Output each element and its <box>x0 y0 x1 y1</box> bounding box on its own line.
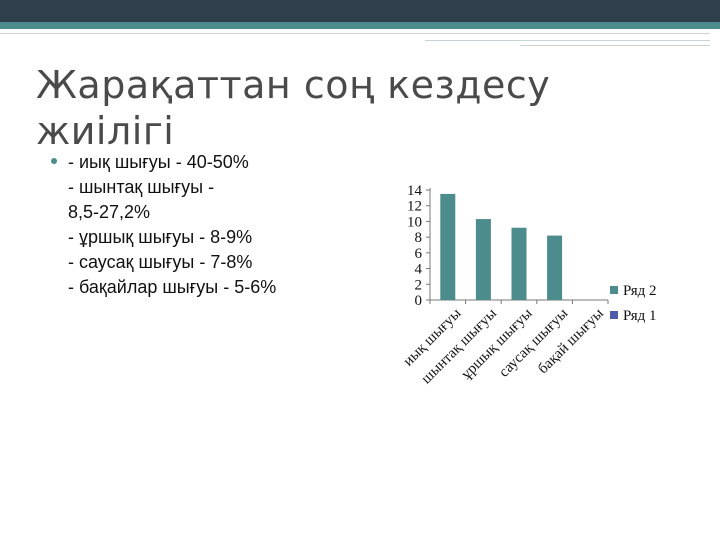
y-tick-label: 8 <box>415 230 423 246</box>
bullet-text: - иық шығуы - 40-50% - шынтақ шығуы - 8,… <box>68 152 277 297</box>
bullet-dot-icon <box>51 158 57 164</box>
legend-swatch <box>610 286 618 294</box>
bar-series-2 <box>440 193 456 300</box>
y-tick-label: 4 <box>415 262 423 278</box>
y-tick-label: 6 <box>415 246 423 262</box>
bullet-list: - иық шығуы - 40-50% - шынтақ шығуы - 8,… <box>51 150 355 300</box>
slide-title: Жарақаттан соң кездесу жиілігі <box>36 63 551 153</box>
y-tick-label: 2 <box>415 277 423 293</box>
legend-swatch <box>610 311 618 319</box>
divider-line <box>520 45 710 46</box>
bullet-item: - иық шығуы - 40-50% - шынтақ шығуы - 8,… <box>51 150 355 300</box>
bar-series-2 <box>511 227 527 300</box>
y-tick-label: 10 <box>407 214 422 230</box>
top-band <box>0 0 720 22</box>
legend-label: Ряд 2 <box>623 283 657 299</box>
bar-series-2 <box>475 219 491 300</box>
y-tick-label: 14 <box>407 183 423 199</box>
y-tick-label: 0 <box>415 293 423 309</box>
legend-label: Ряд 1 <box>623 308 657 324</box>
accent-line <box>0 22 720 29</box>
y-tick-label: 12 <box>407 199 422 215</box>
divider-line <box>425 40 710 41</box>
divider-line <box>0 33 710 34</box>
bar-series-2 <box>547 235 563 300</box>
